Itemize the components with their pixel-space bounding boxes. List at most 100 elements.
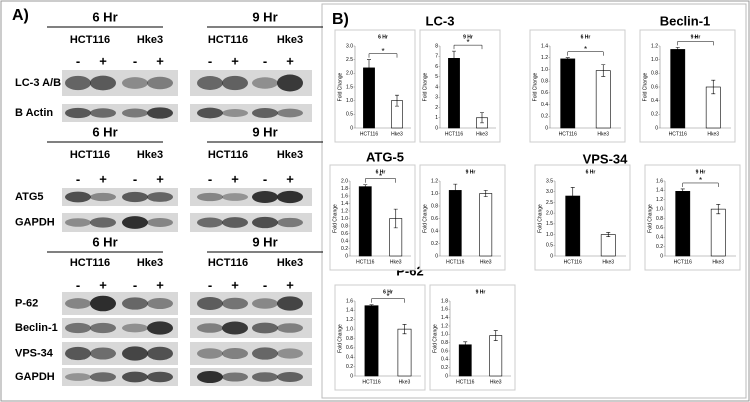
band <box>252 216 278 229</box>
y-tick-label: 0 <box>550 253 553 259</box>
bar <box>363 67 375 129</box>
significance-mark: * <box>584 45 587 54</box>
y-tick-label: 1.2 <box>656 197 663 203</box>
treatment-sign: + <box>286 277 294 292</box>
cell-line: HCT116 <box>70 257 110 269</box>
significance-mark: * <box>699 176 702 185</box>
chart-box <box>419 29 501 143</box>
y-tick-label: 3 <box>435 95 438 101</box>
band <box>90 217 116 228</box>
cell-line: Hke3 <box>277 257 303 269</box>
treatment-sign: - <box>263 53 267 68</box>
error-bar <box>565 57 570 61</box>
chart-subtitle: 9 Hr <box>691 34 701 40</box>
y-tick-label: 0.6 <box>431 216 438 222</box>
bar <box>479 193 493 257</box>
band <box>277 217 303 228</box>
band <box>252 108 278 118</box>
blot-strip <box>62 188 178 206</box>
y-tick-label: 1.0 <box>541 67 548 73</box>
y-tick-label: 0.2 <box>541 114 548 120</box>
y-tick-label: 1.2 <box>541 55 548 61</box>
bar <box>710 208 726 257</box>
time-label: 9 Hr <box>252 124 277 139</box>
group-title: ATG-5 <box>366 149 404 164</box>
significance-mark: * <box>386 292 389 301</box>
error-bar <box>463 341 468 348</box>
y-tick-label: 4 <box>435 84 438 90</box>
y-tick-label: 1.2 <box>341 208 348 214</box>
y-tick-label: 0.2 <box>431 241 438 247</box>
band <box>222 348 248 359</box>
y-axis-label: Fold Change <box>647 204 653 233</box>
x-tick-label: Hke3 <box>391 131 403 137</box>
treatment-sign: + <box>156 277 164 292</box>
cell-line: HCT116 <box>208 257 248 269</box>
band <box>222 193 248 201</box>
y-tick-label: 1.4 <box>346 308 353 314</box>
x-tick-label: HCT116 <box>559 131 577 137</box>
y-tick-label: 2.0 <box>546 210 553 216</box>
x-tick-label: Hke3 <box>707 131 719 137</box>
significance-mark: * <box>379 172 382 181</box>
band <box>147 76 173 90</box>
chart-subtitle: 6 Hr <box>581 34 591 40</box>
band <box>65 346 91 361</box>
band <box>90 75 116 91</box>
band <box>252 191 278 203</box>
y-axis-label: Fold Change <box>422 72 428 101</box>
blot-strip <box>62 368 178 386</box>
y-tick-label: 0 <box>350 125 353 131</box>
row-label: Beclin-1 <box>15 322 58 334</box>
treatment-sign: + <box>231 171 239 186</box>
y-tick-label: 3.5 <box>546 178 553 184</box>
y-tick-label: 0.6 <box>441 348 448 354</box>
y-tick-label: 1.0 <box>441 332 448 338</box>
treatment-sign: - <box>208 277 212 292</box>
y-tick-label: 1.0 <box>651 57 658 63</box>
y-tick-label: 1.6 <box>341 193 348 199</box>
band <box>277 74 303 92</box>
y-tick-label: 0 <box>350 373 353 379</box>
blot-strip <box>190 318 312 338</box>
band <box>90 372 116 382</box>
error-bar <box>675 47 680 52</box>
band <box>252 372 278 382</box>
y-tick-label: 1.2 <box>441 323 448 329</box>
y-tick-label: 0.2 <box>441 365 448 371</box>
x-tick-label: HCT116 <box>564 259 582 265</box>
group-title: LC-3 <box>426 13 455 28</box>
chart-subtitle: 6 Hr <box>376 169 386 175</box>
time-label: 9 Hr <box>252 9 277 24</box>
y-tick-label: 1.6 <box>656 178 663 184</box>
band <box>147 107 173 119</box>
treatment-sign: - <box>133 53 137 68</box>
y-tick-label: 1.0 <box>656 206 663 212</box>
y-tick-label: 0 <box>545 125 548 131</box>
treatment-sign: + <box>99 277 107 292</box>
blot-strip <box>190 104 312 122</box>
band <box>197 370 223 384</box>
cell-line: HCT116 <box>70 34 110 46</box>
blot-strip <box>62 292 178 315</box>
band <box>277 108 303 118</box>
y-tick-label: 0 <box>655 125 658 131</box>
x-tick-label: Hke3 <box>490 379 502 385</box>
bar <box>489 335 503 377</box>
time-label: 6 Hr <box>92 124 117 139</box>
y-tick-label: 3.0 <box>546 189 553 195</box>
band <box>122 191 148 203</box>
y-tick-label: 1.5 <box>546 221 553 227</box>
row-label: GAPDH <box>15 371 55 383</box>
x-tick-label: HCT116 <box>445 131 463 137</box>
band <box>222 109 248 117</box>
band <box>252 347 278 360</box>
chart-subtitle: 9 Hr <box>463 34 473 40</box>
bar <box>670 49 686 129</box>
band <box>65 107 91 119</box>
bar <box>358 186 372 257</box>
group-title: VPS-34 <box>583 151 629 166</box>
panel-label: A) <box>12 7 29 24</box>
row-label: VPS-34 <box>15 347 54 359</box>
band <box>147 218 173 227</box>
